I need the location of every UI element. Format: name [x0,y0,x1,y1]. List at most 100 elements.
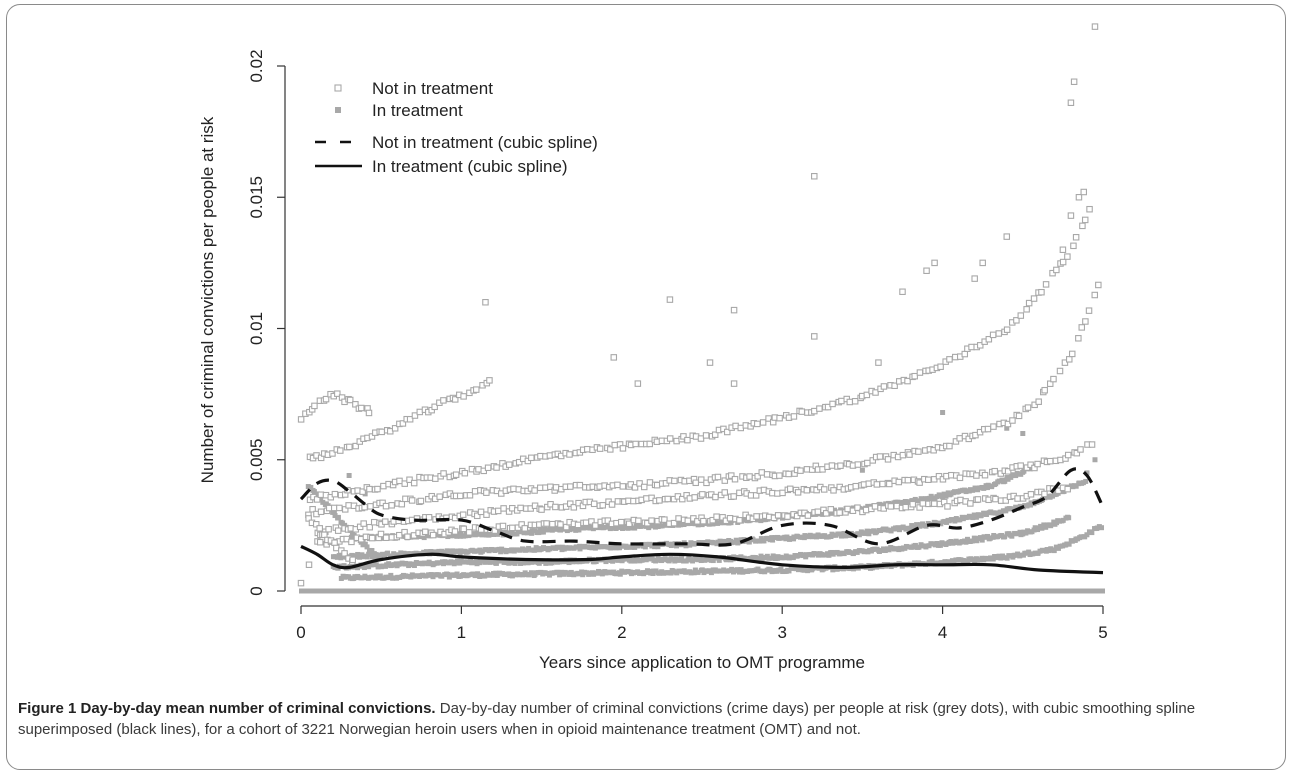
in-treatment-point [653,558,659,564]
in-treatment-point [983,511,989,517]
caption-title: Figure 1 Day-by-day mean number of crimi… [18,700,436,717]
in-treatment-point [691,570,697,576]
in-treatment-point [574,544,580,550]
not-in-treatment-point [1088,441,1096,448]
in-treatment-point [715,520,721,526]
in-treatment-point [699,567,705,573]
in-treatment-point [479,548,485,554]
in-treatment-point [943,542,949,548]
in-treatment-point [910,525,916,531]
in-treatment-point [1048,523,1054,529]
not-in-treatment-point [712,493,719,501]
in-treatment-point [923,544,929,550]
not-in-treatment-point [902,503,909,511]
in-treatment-point [540,558,546,564]
in-treatment-point [420,572,426,578]
not-in-treatment-point [396,531,403,539]
in-treatment-point [828,510,834,516]
not-in-treatment-point [746,473,753,480]
not-in-treatment-point [368,534,376,542]
not-in-treatment-point [356,523,364,531]
not-in-treatment-point [884,456,892,463]
in-treatment-point [346,473,352,478]
in-treatment-point [905,499,911,505]
in-treatment-point [1030,551,1036,557]
in-treatment-point [663,522,669,528]
not-in-treatment-point [440,397,447,404]
not-in-treatment-point [348,538,355,546]
in-treatment-point [529,528,535,534]
not-in-treatment-point [451,396,459,403]
in-treatment-point [738,567,744,573]
not-in-treatment-point [827,506,835,513]
in-treatment-point [362,541,368,547]
in-treatment-point [809,566,815,572]
not-in-treatment-point [312,520,320,528]
in-treatment-point [1073,483,1079,489]
in-treatment-point [759,556,765,562]
in-treatment-point [681,558,687,564]
in-treatment-point [928,493,934,499]
not-in-treatment-point [341,550,348,557]
not-in-treatment-point [1030,295,1038,302]
in-treatment-point [617,524,623,530]
in-treatment-point [367,551,373,557]
not-in-treatment-point [640,483,648,491]
not-in-treatment-point [1034,460,1041,468]
not-in-treatment-point [869,457,876,464]
not-in-treatment-point [334,390,341,397]
not-in-treatment-point [923,267,930,274]
in-treatment-point [864,528,870,534]
not-in-treatment-point [976,342,984,349]
in-treatment-point [554,526,560,532]
not-in-treatment-point [549,520,556,528]
not-in-treatment-point [1002,497,1009,504]
not-in-treatment-point [510,485,517,493]
in-treatment-point [1021,468,1027,474]
not-in-treatment-point [431,403,438,411]
not-in-treatment-point [495,507,502,515]
not-in-treatment-point [1075,335,1082,342]
in-treatment-point [953,538,959,544]
not-in-treatment-point [915,448,922,455]
in-treatment-point [995,534,1001,540]
not-in-treatment-point [596,445,604,452]
in-treatment-point [1012,552,1018,558]
in-treatment-point [332,513,338,519]
not-in-treatment-point [876,453,884,460]
not-in-treatment-point [465,529,473,536]
in-treatment-point [318,496,324,502]
not-in-treatment-point [1004,468,1012,475]
not-in-treatment-point [1013,317,1020,324]
not-in-treatment-point [731,475,739,483]
in-treatment-point [996,478,1002,484]
in-treatment-point [359,575,365,581]
not-in-treatment-point [588,518,595,525]
not-in-treatment-point [692,479,700,487]
not-in-treatment-point [460,525,467,533]
in-treatment-point [411,563,417,569]
in-treatment-spline [300,544,1104,575]
not-in-treatment-point [1015,412,1023,420]
in-treatment-zero-points [299,588,1105,594]
not-in-treatment-point [899,288,906,295]
not-in-treatment-point [872,389,879,396]
in-treatment-point [939,540,945,546]
not-in-treatment-point [473,386,480,393]
not-in-treatment-point [1024,404,1032,411]
in-treatment-point [402,560,408,566]
not-in-treatment-point [736,517,743,524]
not-in-treatment-point [401,480,409,487]
in-treatment-point [470,560,476,566]
not-in-treatment-point [1017,462,1024,469]
legend-label: Not in treatment [372,79,493,98]
y-tick-label: 0.02 [247,49,266,82]
not-in-treatment-point [794,489,802,496]
in-treatment-point [557,572,563,578]
not-in-treatment-point [1095,281,1102,289]
not-in-treatment-point [582,519,590,526]
not-in-treatment-point [714,473,722,481]
not-in-treatment-point [432,475,439,482]
in-treatment-point [414,573,420,579]
not-in-treatment-point [313,496,321,503]
